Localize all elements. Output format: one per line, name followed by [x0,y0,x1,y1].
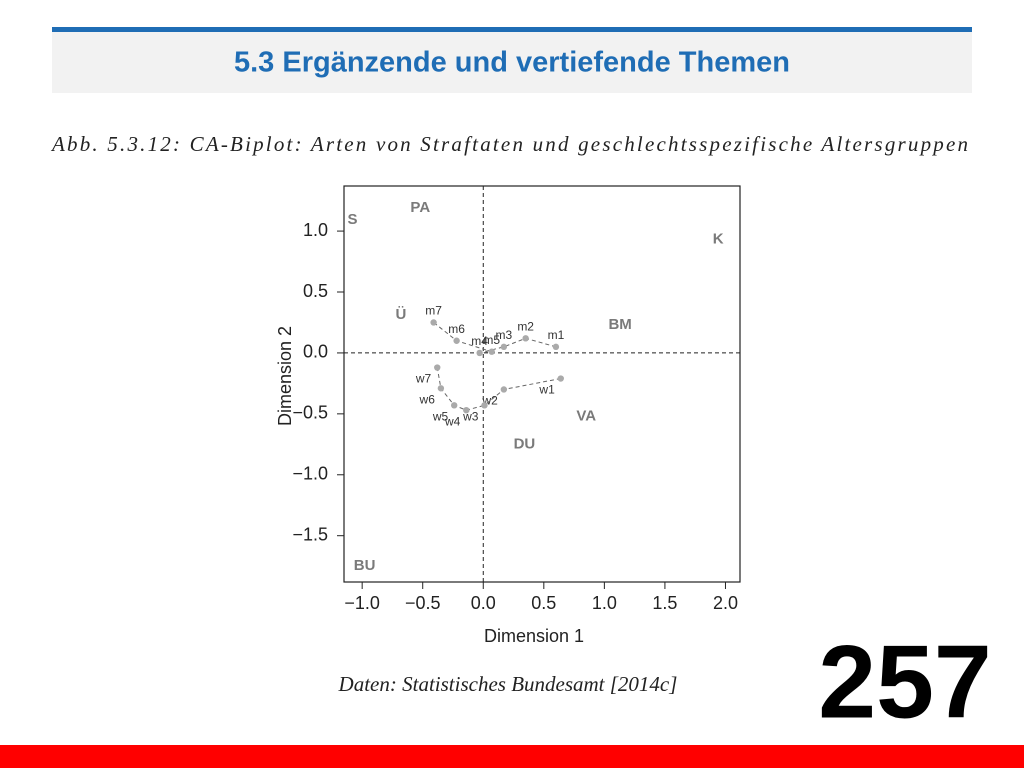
category-label: BM [608,316,631,333]
category-label: S [347,211,357,228]
category-label: DU [514,435,536,452]
caption: Abb. 5.3.12: CA-Biplot: Arten von Straft… [50,132,968,156]
x-tick-label: 0.5 [531,593,556,613]
point-label: m3 [496,328,513,342]
x-tick-label: 0.0 [471,593,496,613]
point [463,406,470,414]
x-tick-label: 2.0 [713,593,738,613]
point [481,402,488,409]
x-tick-label: −1.0 [344,593,380,613]
y-axis-label: Dimension 2 [275,326,295,426]
point [437,385,445,392]
point [434,364,441,371]
point [453,337,460,344]
point [522,335,529,342]
x-tick-label: 1.5 [652,593,677,613]
point [500,386,508,393]
point [476,349,483,357]
point-label: m2 [517,319,534,333]
point [430,319,437,326]
y-tick-label: 1.0 [303,220,328,240]
category-label: BU [354,557,376,574]
category-label: VA [576,407,596,424]
point [557,375,564,382]
point-label: m6 [448,322,465,336]
point-label: w5 [432,409,449,423]
point-label: w4 [444,414,461,428]
y-tick-label: −0.5 [292,403,328,423]
footer-bar [0,745,1024,768]
point-label: m4 [471,334,488,348]
point-label: w1 [538,383,555,397]
y-tick-label: −1.5 [292,524,328,544]
category-label: Ü [395,306,406,323]
header-box [52,31,972,93]
x-tick-label: −0.5 [405,593,441,613]
point-label: m5 [483,333,500,347]
point-label: w6 [419,392,436,406]
page-number: 257 [818,624,992,740]
category-label: K [713,231,724,248]
x-tick-label: 1.0 [592,593,617,613]
category-label: PA [410,199,430,216]
y-tick-label: 0.5 [303,281,328,301]
plot-frame [343,185,741,583]
point-label: m1 [548,328,565,342]
point [488,348,495,355]
source: Daten: Statistisches Bundesamt [2014c] [338,672,678,696]
y-tick-label: −1.0 [292,464,328,484]
y-tick-label: 0.0 [303,342,328,362]
x-axis-label: Dimension 1 [484,626,584,646]
point [451,402,458,409]
header-bar [52,27,972,32]
point [552,343,560,351]
point-label: w7 [415,372,432,386]
point-label: m7 [425,304,442,318]
header-title: 5.3 Ergänzende und vertiefende Themen [234,47,790,79]
point [500,343,508,351]
